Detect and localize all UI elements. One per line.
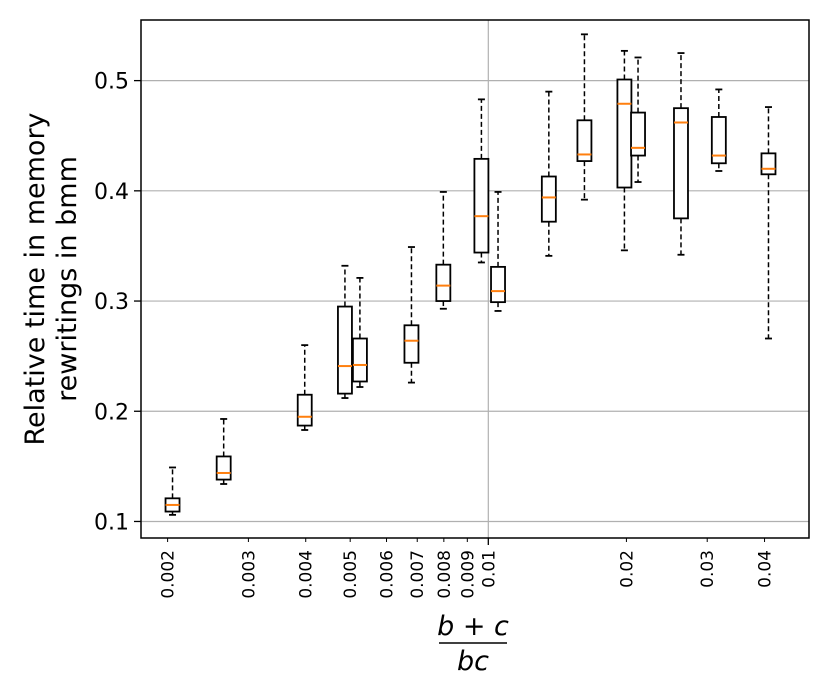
y-tick-label: 0.3 xyxy=(94,290,129,315)
box-13 xyxy=(673,52,689,256)
box-body xyxy=(760,152,777,176)
box-body xyxy=(352,337,368,383)
x-tick-label: 0.003 xyxy=(239,550,259,599)
box-1 xyxy=(215,418,232,485)
box-14 xyxy=(710,88,727,172)
x-tick-label: 0.008 xyxy=(435,550,455,599)
grid-lines xyxy=(141,20,809,538)
y-axis-ticks: 0.1 0.2 0.3 0.4 0.5 xyxy=(94,70,141,535)
box-10 xyxy=(576,33,593,201)
box-2 xyxy=(296,344,313,431)
box-body xyxy=(337,305,353,395)
box-7 xyxy=(473,98,490,264)
x-tick-label: 0.01 xyxy=(479,550,499,588)
box-6 xyxy=(435,191,452,310)
y-tick-label: 0.5 xyxy=(94,70,129,95)
y-axis-label: Relative time in memory rewritings in bm… xyxy=(20,112,83,445)
x-axis-label-denominator: bc xyxy=(457,646,489,677)
box-body xyxy=(616,78,633,189)
box-4 xyxy=(352,276,368,388)
y-tick-label: 0.4 xyxy=(94,180,129,205)
y-axis-label-line-1: Relative time in memory xyxy=(20,112,51,445)
box-body xyxy=(540,175,557,223)
box-body xyxy=(435,263,452,302)
x-tick-label: 0.009 xyxy=(458,550,478,599)
y-tick-label: 0.1 xyxy=(94,510,129,535)
x-axis-label: b + c bc xyxy=(437,611,509,677)
box-body xyxy=(710,116,727,165)
box-body xyxy=(296,393,313,427)
x-axis-label-numerator: b + c xyxy=(437,611,509,642)
box-15 xyxy=(760,106,777,340)
x-tick-label: 0.005 xyxy=(341,550,361,599)
box-9 xyxy=(540,90,557,257)
box-8 xyxy=(490,191,506,312)
box-5 xyxy=(403,246,420,384)
x-tick-label: 0.04 xyxy=(756,550,776,588)
box-3 xyxy=(337,264,353,399)
x-axis-ticks: 0.002 0.003 0.004 0.005 0.006 0.007 0.008 0.009… xyxy=(159,538,776,599)
x-tick-label: 0.004 xyxy=(297,550,317,599)
box-body xyxy=(473,157,490,254)
box-body xyxy=(215,455,232,481)
box-12 xyxy=(630,56,646,183)
box-11 xyxy=(616,49,633,252)
box-series xyxy=(164,33,777,516)
plot-area-frame xyxy=(140,19,810,539)
box-body xyxy=(490,265,506,304)
x-tick-label: 0.02 xyxy=(617,550,637,588)
x-tick-label: 0.007 xyxy=(408,550,428,599)
y-axis-label-line-2: rewritings in bmm xyxy=(52,156,83,402)
x-tick-label: 0.006 xyxy=(378,550,398,599)
box-body xyxy=(673,107,689,220)
box-body xyxy=(576,119,593,162)
x-tick-label: 0.03 xyxy=(698,550,718,588)
x-tick-label: 0.002 xyxy=(159,550,179,599)
box-body xyxy=(403,324,420,364)
y-tick-label: 0.2 xyxy=(94,400,129,425)
box-0 xyxy=(164,466,181,516)
box-body xyxy=(630,111,646,157)
